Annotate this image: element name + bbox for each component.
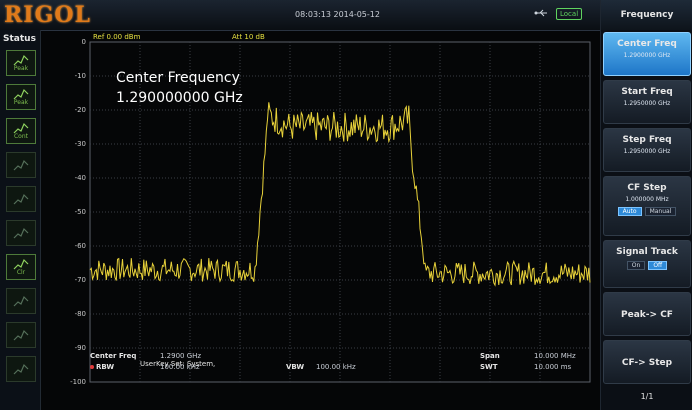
status-slot-10 — [6, 356, 36, 382]
step-freq-button[interactable]: Step Freq 1.2950000 GHz — [603, 128, 691, 172]
status-slot-2: Peak — [6, 84, 36, 110]
peak-to-cf-label: Peak-> CF — [621, 310, 673, 320]
cf-step-mode-toggle[interactable]: Auto Manual — [604, 207, 690, 216]
start-freq-button[interactable]: Start Freq 1.2950000 GHz — [603, 80, 691, 124]
measurement-footer: Center Freq 1.2900 GHz RBW 100.00 kHz VB… — [90, 352, 600, 382]
marker-icon — [13, 227, 29, 239]
status-panel: Status Peak Peak Cont Clr — [0, 30, 41, 410]
center-freq-button-value: 1.2900000 GHz — [623, 52, 671, 59]
date-time: 08:03:13 2014-05-12 — [295, 10, 380, 19]
y-axis-label: -30 — [74, 140, 86, 148]
center-freq-button-label: Center Freq — [617, 39, 677, 49]
y-axis-label: -60 — [74, 242, 86, 250]
peak-icon — [13, 54, 29, 66]
status-slot-3: Cont — [6, 118, 36, 144]
center-freq-button[interactable]: Center Freq 1.2900000 GHz — [603, 32, 691, 76]
y-axis-label: -100 — [70, 378, 86, 386]
usb-icon — [534, 9, 547, 17]
y-axis-label: -70 — [74, 276, 86, 284]
vbw-value: 100.00 kHz — [316, 363, 356, 371]
center-frequency-overlay-value: 1.290000000 GHz — [116, 90, 243, 106]
rbw-indicator-icon — [90, 365, 94, 369]
y-axis-label: -20 — [74, 106, 86, 114]
cf-step-auto-option[interactable]: Auto — [617, 207, 642, 216]
signal-track-button[interactable]: Signal Track On Off — [603, 240, 691, 288]
marker-icon — [13, 159, 29, 171]
spectrum-trace — [89, 102, 591, 287]
spectrum-plot: Ref 0.00 dBm Att 10 dB Center Frequency … — [42, 30, 598, 410]
y-axis-label: -50 — [74, 208, 86, 216]
cf-to-step-label: CF-> Step — [621, 358, 673, 368]
center-freq-key: Center Freq — [90, 352, 137, 360]
span-key: Span — [480, 352, 500, 360]
signal-track-toggle[interactable]: On Off — [604, 261, 690, 270]
cf-to-step-button[interactable]: CF-> Step — [603, 340, 691, 384]
y-axis-label: -40 — [74, 174, 86, 182]
marker-icon — [13, 193, 29, 205]
user-key-label: UserKey Set: System, — [140, 360, 216, 368]
y-axis-label: 0 — [81, 38, 86, 46]
rigol-logo: RIGOL — [4, 2, 91, 28]
plot-canvas — [89, 41, 591, 383]
attenuation-label: Att 10 dB — [232, 33, 265, 41]
status-slot-1: Peak — [6, 50, 36, 76]
peak-to-cf-button[interactable]: Peak-> CF — [603, 292, 691, 336]
cf-step-manual-option[interactable]: Manual — [644, 207, 677, 216]
trace-icon — [13, 88, 29, 100]
frequency-menu: Frequency Center Freq 1.2900000 GHz Star… — [600, 0, 692, 410]
cf-step-button-label: CF Step — [627, 183, 667, 193]
local-badge: Local — [556, 8, 583, 20]
status-slot-label: Peak — [13, 65, 29, 72]
status-slot-label: Cont — [13, 133, 28, 140]
status-slot-7: Clr — [6, 254, 36, 280]
span-value: 10.000 MHz — [534, 352, 576, 360]
signal-track-off-option[interactable]: Off — [648, 261, 668, 270]
swt-value: 10.000 ms — [534, 363, 572, 371]
sweep-icon — [13, 122, 29, 134]
start-freq-button-value: 1.2950000 GHz — [623, 100, 671, 107]
cf-step-button[interactable]: CF Step 1.000000 MHz Auto Manual — [603, 176, 691, 236]
status-slot-label: Clr — [16, 269, 26, 276]
signal-track-on-option[interactable]: On — [626, 261, 646, 270]
start-freq-button-label: Start Freq — [621, 87, 673, 97]
signal-track-button-label: Signal Track — [616, 247, 678, 257]
top-status-bar: RIGOL 08:03:13 2014-05-12 Local — [0, 0, 600, 31]
vbw-key: VBW — [286, 363, 305, 371]
y-axis-label: -90 — [74, 344, 86, 352]
cf-step-button-value: 1.000000 MHz — [625, 196, 669, 203]
status-slot-6 — [6, 220, 36, 246]
menu-title: Frequency — [601, 0, 692, 30]
ref-level-label: Ref 0.00 dBm — [93, 33, 141, 41]
status-slot-5 — [6, 186, 36, 212]
center-frequency-overlay-title: Center Frequency — [116, 70, 240, 86]
rbw-key: RBW — [90, 363, 114, 371]
menu-page-indicator: 1/1 — [640, 392, 654, 401]
status-slot-8 — [6, 288, 36, 314]
y-axis-label: -80 — [74, 310, 86, 318]
rbw-key-text: RBW — [96, 363, 115, 371]
y-axis-label: -10 — [74, 72, 86, 80]
center-freq-value: 1.2900 GHz — [160, 352, 202, 360]
marker-icon — [13, 329, 29, 341]
status-slot-label: Peak — [13, 99, 29, 106]
status-slot-4 — [6, 152, 36, 178]
marker-icon — [13, 363, 29, 375]
status-slot-9 — [6, 322, 36, 348]
rbw-value: 100.00 kHz — [160, 363, 200, 371]
status-title: Status — [3, 34, 36, 44]
swt-key: SWT — [480, 363, 498, 371]
step-freq-button-value: 1.2950000 GHz — [623, 148, 671, 155]
marker-icon — [13, 295, 29, 307]
step-freq-button-label: Step Freq — [622, 135, 672, 145]
clear-icon — [13, 258, 29, 270]
